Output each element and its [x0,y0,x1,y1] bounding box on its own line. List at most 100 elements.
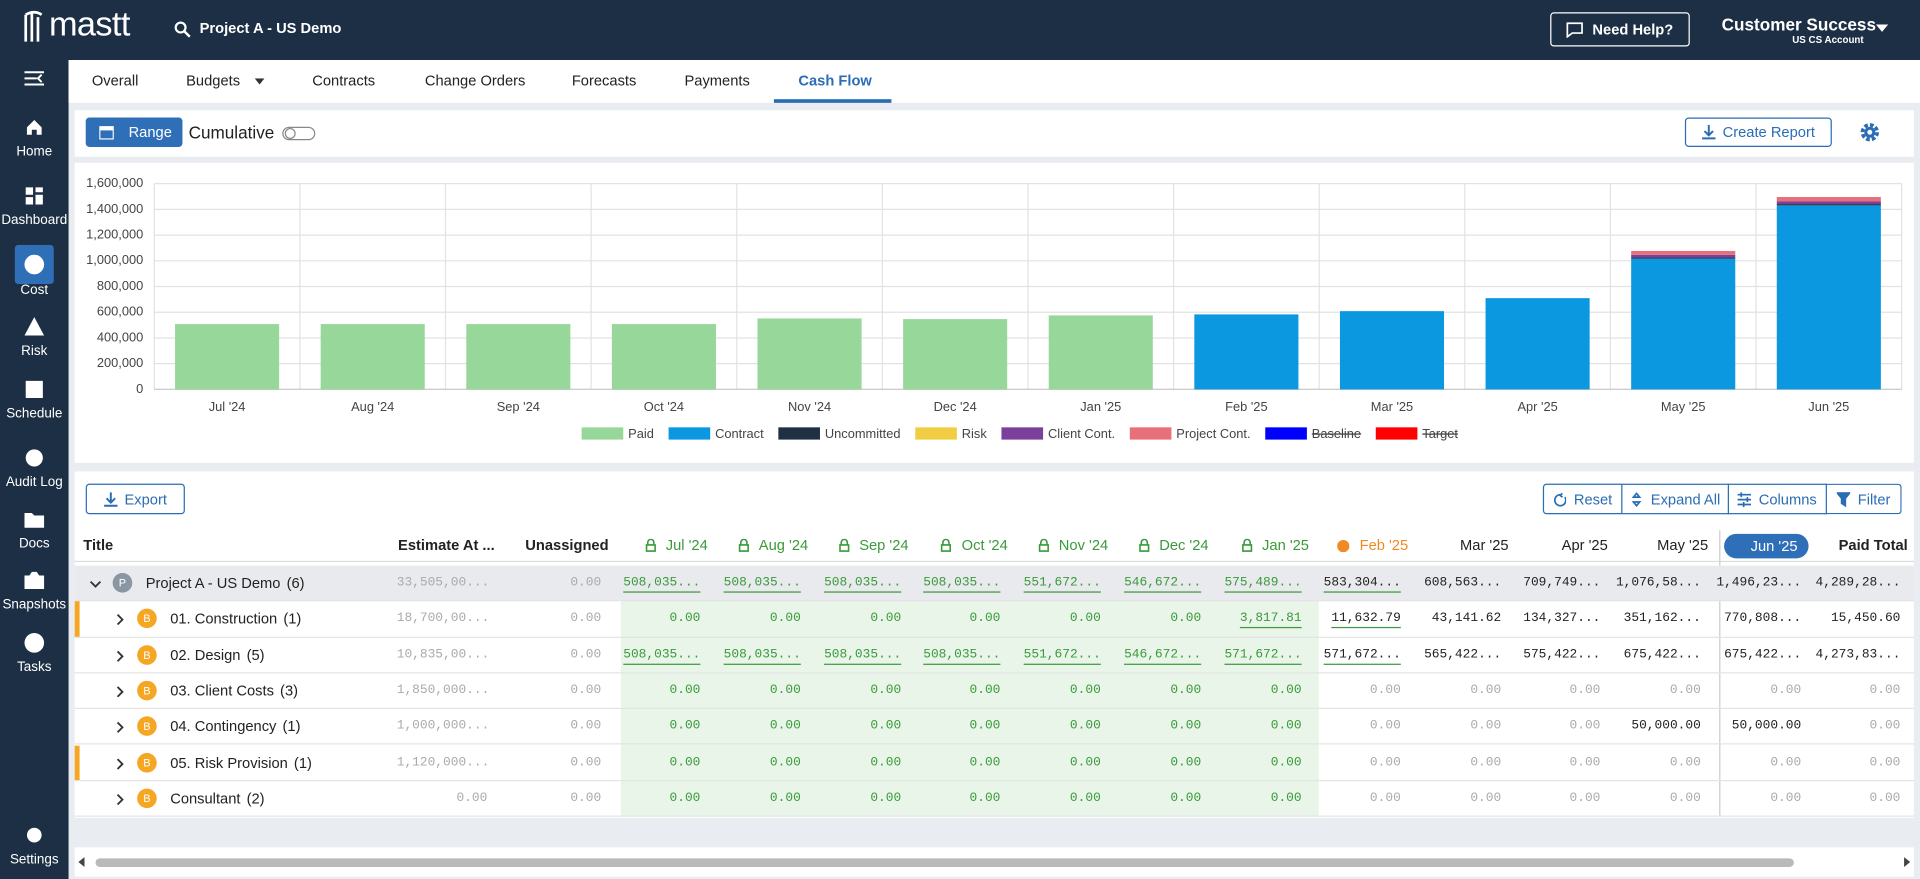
expand-caret[interactable] [114,686,126,698]
column-header[interactable]: Feb '25 [1298,530,1408,561]
x-tick-label: Nov '24 [788,399,831,414]
table-row[interactable]: P Project A - US Demo (6) 33,505,00... 0.00 5… [74,565,1914,602]
table-cell: 0.00 [570,790,602,806]
column-header[interactable]: May '25 [1598,530,1708,561]
row-title: Project A - US Demo [145,574,281,592]
table-row[interactable]: B 04. Contingency (1) 1,000,000... 0.00 0.00 0… [74,709,1914,746]
table-cell: 0.00 [1770,754,1802,770]
column-header[interactable]: Jun '25 [1698,530,1809,561]
tab[interactable]: Overall [91,72,139,90]
bar-segment [1631,257,1736,259]
help-button[interactable]: Need Help? [1550,12,1690,47]
sidebar-item[interactable]: Cost [0,244,69,304]
column-header[interactable]: Oct '24 [898,530,1008,561]
table-cell: 134,327... [1523,611,1601,627]
sidebar-item[interactable]: Dashboard [0,176,69,234]
column-header[interactable]: Jul '24 [598,530,708,561]
sidebar-item[interactable]: Home [0,108,69,166]
column-header[interactable]: Nov '24 [998,530,1108,561]
table-cell: 0.00 [669,719,701,734]
table-button[interactable]: Filter [1826,483,1902,515]
caret [116,722,124,734]
sidebar-item[interactable]: Settings [0,816,69,874]
tab[interactable]: Budgets [186,72,241,90]
cash-flow-table: Export Reset Expand All Columns Filter Title… [74,471,1914,818]
column-header[interactable]: Aug '24 [698,530,808,561]
expand-caret[interactable] [114,757,126,770]
tab[interactable]: Payments [684,72,750,90]
table-cell: 0.00 [669,754,701,770]
y-tick-label: 800,000 [97,278,143,293]
lock-icon [1138,538,1149,552]
column-header[interactable]: Sep '24 [798,530,909,561]
table-cell: 571,672... [1323,647,1401,662]
column-header[interactable]: Apr '25 [1498,530,1608,561]
column-header[interactable]: Paid Total [1798,530,1908,561]
tab[interactable]: Contracts [312,72,376,90]
expand-caret[interactable] [114,614,126,626]
expand-caret[interactable] [114,721,126,734]
table-cell: 770,808... [1724,611,1802,627]
row-badge: B [137,680,157,701]
sidebar-item[interactable]: Tasks [0,623,69,681]
table-cell: 0.00 [1470,683,1502,698]
legend-label: Baseline [1312,426,1361,441]
table-cell: 575,422... [1523,647,1601,662]
y-tick-label: 400,000 [97,329,143,344]
x-tick-label: Oct '24 [644,399,684,414]
icon-glyph [25,187,43,205]
sidebar-item[interactable]: Audit Log [0,438,69,496]
user-name[interactable]: Customer Success [1721,14,1876,35]
column-header[interactable]: Jan '25 [1199,530,1309,561]
column-header[interactable]: Estimate At ... [384,530,495,561]
range-button[interactable]: Range [85,117,183,147]
sidebar-label: Cost [20,282,49,298]
cumulative-toggle[interactable] [282,125,318,142]
sidebar-icon [26,120,42,135]
sidebar-item[interactable]: Risk [0,307,69,365]
sidebar-item[interactable]: Schedule [0,370,69,428]
table-button[interactable]: Expand All [1622,483,1729,515]
expand-caret[interactable] [114,793,126,805]
table-cell: 675,422... [1724,647,1802,662]
table-button[interactable]: Reset [1542,483,1623,515]
table-cell: 0.00 [570,754,602,770]
export-button[interactable]: Export [85,483,185,515]
expand-caret[interactable] [114,650,126,662]
cumulative-label: Cumulative [188,122,275,143]
table-cell: 0.00 [1270,683,1302,698]
table-cell: 1,850,000... [396,683,490,698]
table-button[interactable]: Columns [1728,483,1827,515]
download-icon [103,491,118,507]
table-cell: 546,672... [1124,575,1202,591]
tab[interactable]: Cash Flow [798,72,872,90]
user-caret[interactable] [1875,24,1889,32]
tab-underline [773,99,892,103]
column-header[interactable]: Unassigned [498,530,608,561]
column-header-label: May '25 [1657,536,1709,554]
expand-caret[interactable] [89,578,102,590]
table-row[interactable]: B 05. Risk Provision (1) 1,120,000... 0.00 0.… [74,745,1914,781]
row-badge: B [137,788,157,808]
table-row[interactable]: B 03. Client Costs (3) 1,850,000... 0.00 0.00… [74,673,1914,710]
column-header-label: Oct '24 [961,536,1008,554]
sidebar-label: Settings [9,852,59,867]
sidebar-item[interactable]: Docs [0,500,69,558]
create-report-button[interactable]: Create Report [1684,117,1832,147]
row-badge: B [137,752,157,773]
column-header[interactable]: Dec '24 [1098,530,1209,561]
table-row[interactable]: B Consultant (2) 0.00 0.00 0.00 0.00 0.00 0.00 0.… [74,781,1914,817]
sidebar-icon [26,827,42,843]
tab[interactable]: Change Orders [424,72,526,90]
settings-gear[interactable] [1859,121,1881,143]
collapse-icon[interactable] [24,70,45,87]
table-row[interactable]: B 01. Construction (1) 18,700,00... 0.00 0.00… [74,601,1914,638]
sidebar-item[interactable]: Snapshots [0,561,69,619]
column-header[interactable]: Mar '25 [1398,530,1509,561]
project-search[interactable]: Project A - US Demo [199,19,342,37]
table-row[interactable]: B 02. Design (5) 10,835,00... 0.00 508,035...… [74,637,1914,674]
row-count: (1) [293,753,312,771]
tab[interactable]: Forecasts [571,72,637,90]
lock [941,538,952,552]
column-header-label: Aug '24 [758,536,809,554]
